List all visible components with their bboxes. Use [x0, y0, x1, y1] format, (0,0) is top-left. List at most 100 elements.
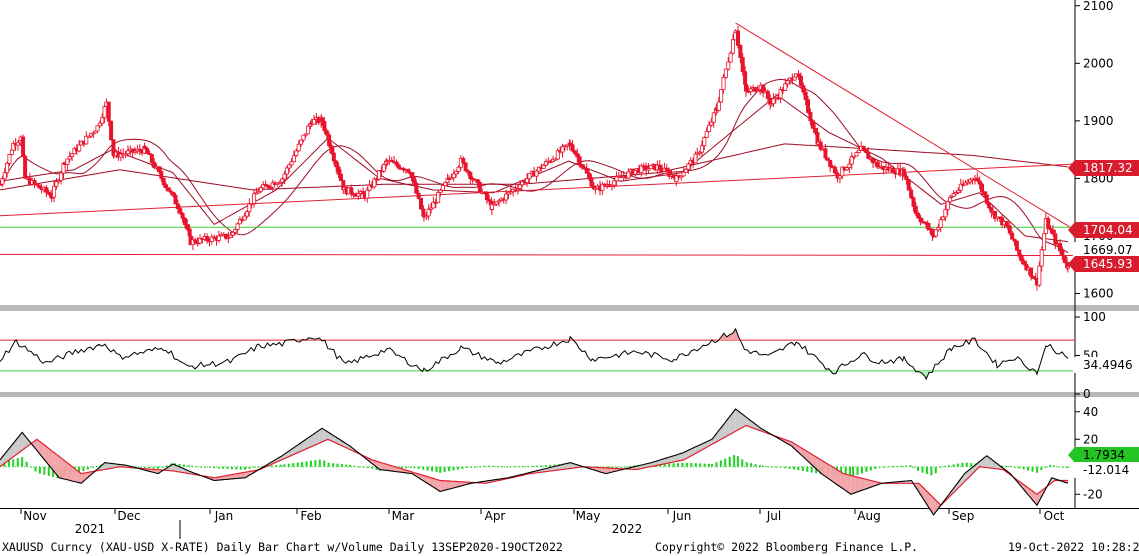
macd-fill: [821, 460, 824, 476]
macd-fill: [427, 476, 430, 485]
macd-histogram-bar: [405, 466, 408, 469]
macd-histogram-bar: [1052, 465, 1055, 467]
macd-fill: [684, 450, 687, 460]
macd-histogram-bar: [896, 465, 899, 467]
macd-fill: [109, 463, 112, 469]
candle-body: [1012, 238, 1017, 242]
macd-fill: [572, 463, 575, 469]
macd-histogram-bar: [3, 461, 6, 467]
candle-body: [161, 177, 166, 186]
candle-body: [553, 158, 558, 161]
x-month-label: Jan: [214, 509, 234, 523]
candle-body: [242, 215, 247, 221]
macd-fill: [570, 462, 573, 469]
macd-histogram-bar: [375, 466, 378, 471]
price-tag: 1645.93: [1083, 257, 1133, 271]
candle-body: [185, 224, 190, 230]
macd-fill: [19, 432, 23, 452]
candle-body: [765, 90, 770, 99]
candle-body: [482, 191, 487, 194]
candle-body: [735, 30, 740, 46]
macd-histogram-bar: [917, 466, 920, 471]
macd-histogram-bar: [553, 464, 556, 467]
candle-body: [477, 182, 482, 193]
x-month-label: Apr: [485, 509, 506, 523]
macd-histogram-bar: [549, 464, 552, 467]
candle-body: [911, 197, 916, 207]
candle-body: [517, 184, 522, 190]
macd-fill: [805, 450, 808, 461]
candle-body: [823, 148, 828, 159]
candle-body: [149, 154, 154, 163]
macd-histogram-bar: [483, 465, 486, 467]
macd-fill: [554, 465, 557, 471]
x-month-label: May: [576, 509, 601, 523]
candle-body: [837, 175, 842, 179]
macd-fill: [850, 475, 854, 495]
candle-body: [470, 178, 475, 181]
macd-histogram-bar: [615, 466, 618, 469]
macd-fill: [432, 478, 435, 488]
macd-fill: [171, 464, 173, 471]
candle-body: [327, 134, 332, 147]
macd-fill: [746, 417, 749, 427]
macd-histogram-bar: [694, 463, 697, 467]
macd-fill: [381, 462, 385, 471]
candle-body: [443, 182, 448, 186]
macd-fill: [70, 465, 73, 482]
candle-body: [226, 236, 231, 239]
macd-fill: [691, 447, 694, 456]
macd-histogram-bar: [292, 463, 295, 467]
candle-body: [968, 178, 973, 183]
macd-fill: [87, 472, 91, 478]
macd-histogram-bar: [195, 466, 198, 468]
candle-body: [707, 124, 712, 133]
macd-histogram-bar: [222, 466, 225, 469]
macd-y-tick-label: 40: [1083, 405, 1098, 419]
macd-histogram-bar: [690, 462, 693, 467]
candle-body: [133, 150, 138, 153]
macd-fill: [718, 427, 721, 441]
macd-fill: [552, 466, 555, 471]
candle-body: [336, 166, 341, 175]
candle-body: [1037, 265, 1042, 286]
candle-body: [377, 170, 382, 180]
candle-body: [182, 217, 187, 225]
candle-body: [949, 195, 954, 198]
macd-fill: [658, 459, 661, 466]
macd-fill: [390, 465, 393, 472]
candle-body: [414, 182, 419, 194]
candle-body: [137, 148, 142, 152]
candle-body: [626, 171, 631, 179]
macd-histogram-bar: [426, 466, 429, 471]
macd-fill: [46, 446, 49, 466]
candle-body: [555, 150, 560, 160]
macd-fill: [22, 432, 25, 451]
candle-body: [178, 208, 183, 214]
candle-body: [936, 227, 941, 231]
candle-body: [1050, 229, 1055, 235]
candle-body: [32, 179, 37, 185]
macd-fill: [675, 454, 679, 462]
macd-fill: [302, 440, 305, 451]
candle-body: [644, 165, 649, 171]
macd-fill: [706, 440, 710, 448]
macd-histogram-bar: [187, 465, 190, 467]
candle-body: [389, 159, 394, 163]
candle-body: [416, 192, 421, 199]
macd-fill: [42, 443, 45, 460]
macd-fill: [729, 413, 732, 435]
candle-body: [301, 134, 306, 141]
macd-histogram-bar: [668, 463, 671, 467]
candle-body: [381, 163, 386, 172]
macd-fill: [982, 457, 985, 468]
macd-fill: [559, 464, 562, 470]
macd-histogram-bar: [719, 460, 722, 467]
candle-body: [711, 112, 716, 123]
macd-fill: [662, 458, 665, 465]
macd-fill: [442, 480, 445, 491]
macd-fill: [425, 476, 428, 484]
macd-histogram-bar: [353, 465, 356, 467]
macd-fill: [444, 480, 447, 491]
candle-body: [825, 157, 830, 161]
